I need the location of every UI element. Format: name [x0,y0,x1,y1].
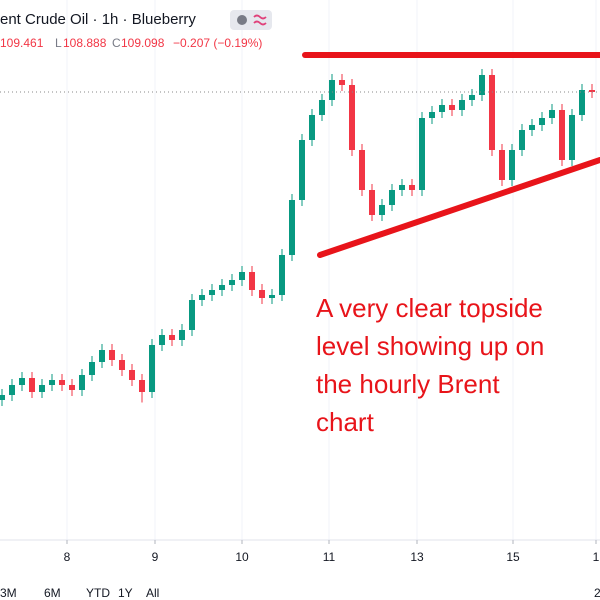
candle-body [279,255,285,295]
candle-body [429,112,435,118]
candle-body [319,100,325,115]
legend-value: 109.461 [0,36,44,50]
candle-body [149,345,155,392]
overlay: A very clear topside level showing up on t… [0,52,600,437]
candle-body [379,205,385,215]
candle-body [509,150,515,180]
candle-body [129,370,135,380]
candle-body [439,105,445,112]
candle-body [59,380,65,385]
candle-body [109,350,115,360]
candle-body [359,150,365,190]
legend-value: −0.207 (−0.19%) [173,36,262,50]
candle-body [309,115,315,140]
x-tick-label: 10 [235,550,249,564]
candle-body [89,362,95,375]
legend-key: L [55,36,62,50]
candle-body [169,335,175,340]
trendline [317,157,600,258]
candle-body [69,385,75,390]
candle-body [409,185,415,190]
candle-body [519,130,525,150]
candle-body [489,75,495,150]
candle-body [119,360,125,370]
candle-body [469,95,475,100]
candle-body [499,150,505,180]
candle-body [559,110,565,160]
candle-body [219,285,225,290]
candle-body [49,380,55,385]
candle-body [419,118,425,190]
candle-body [29,378,35,392]
candle-body [329,80,335,100]
legend-value: 109.098 [121,36,165,50]
legend-key: C [112,36,121,50]
candle-body [259,290,265,298]
candle-body [229,280,235,285]
candle-body [569,115,575,160]
candle-body [369,190,375,215]
chart-title: ent Crude Oil · 1h · Blueberry [0,11,196,28]
annotation-line: A very clear topside [316,293,543,323]
x-tick-label: 8 [64,550,71,564]
candles [0,69,595,406]
x-tick-label: 1 [593,550,600,564]
candle-body [579,90,585,115]
badge-dot [237,15,247,25]
corner-date: 2 [594,586,600,600]
candle-body [239,272,245,280]
range-button[interactable]: 3M [0,586,17,600]
candle-body [529,125,535,130]
candle-body [449,105,455,110]
candle-body [269,295,275,298]
candle-body [479,75,485,95]
candle-body [349,85,355,150]
badge-icon [253,14,267,26]
candle-body [589,90,595,92]
candle-body [459,100,465,110]
candle-body [389,190,395,205]
candle-body [9,385,15,395]
candle-body [249,272,255,290]
candle-body [39,385,45,392]
candle-body [289,200,295,255]
candle-body [159,335,165,345]
x-tick-label: 15 [506,550,520,564]
range-button[interactable]: All [146,586,159,600]
candle-body [139,380,145,392]
range-button[interactable]: 6M [44,586,61,600]
candle-body [99,350,105,362]
candle-body [399,185,405,190]
candle-body [189,300,195,330]
candle-body [79,375,85,390]
range-button[interactable]: YTD [86,586,110,600]
candle-body [339,80,345,85]
annotation-line: chart [316,407,375,437]
candle-body [0,395,5,400]
candle-body [19,378,25,385]
annotation-line: level showing up on [316,331,544,361]
x-tick-label: 11 [323,550,336,564]
candle-body [299,140,305,200]
annotation-line: the hourly Brent [316,369,500,399]
candle-body [209,290,215,295]
candle-body [199,295,205,300]
legend-value: 108.888 [63,36,107,50]
range-button[interactable]: 1Y [118,586,133,600]
candle-body [539,118,545,125]
x-tick-label: 9 [152,550,159,564]
candle-body [179,330,185,340]
x-tick-label: 13 [410,550,424,564]
indicator-badge [230,10,272,30]
candle-body [549,110,555,118]
